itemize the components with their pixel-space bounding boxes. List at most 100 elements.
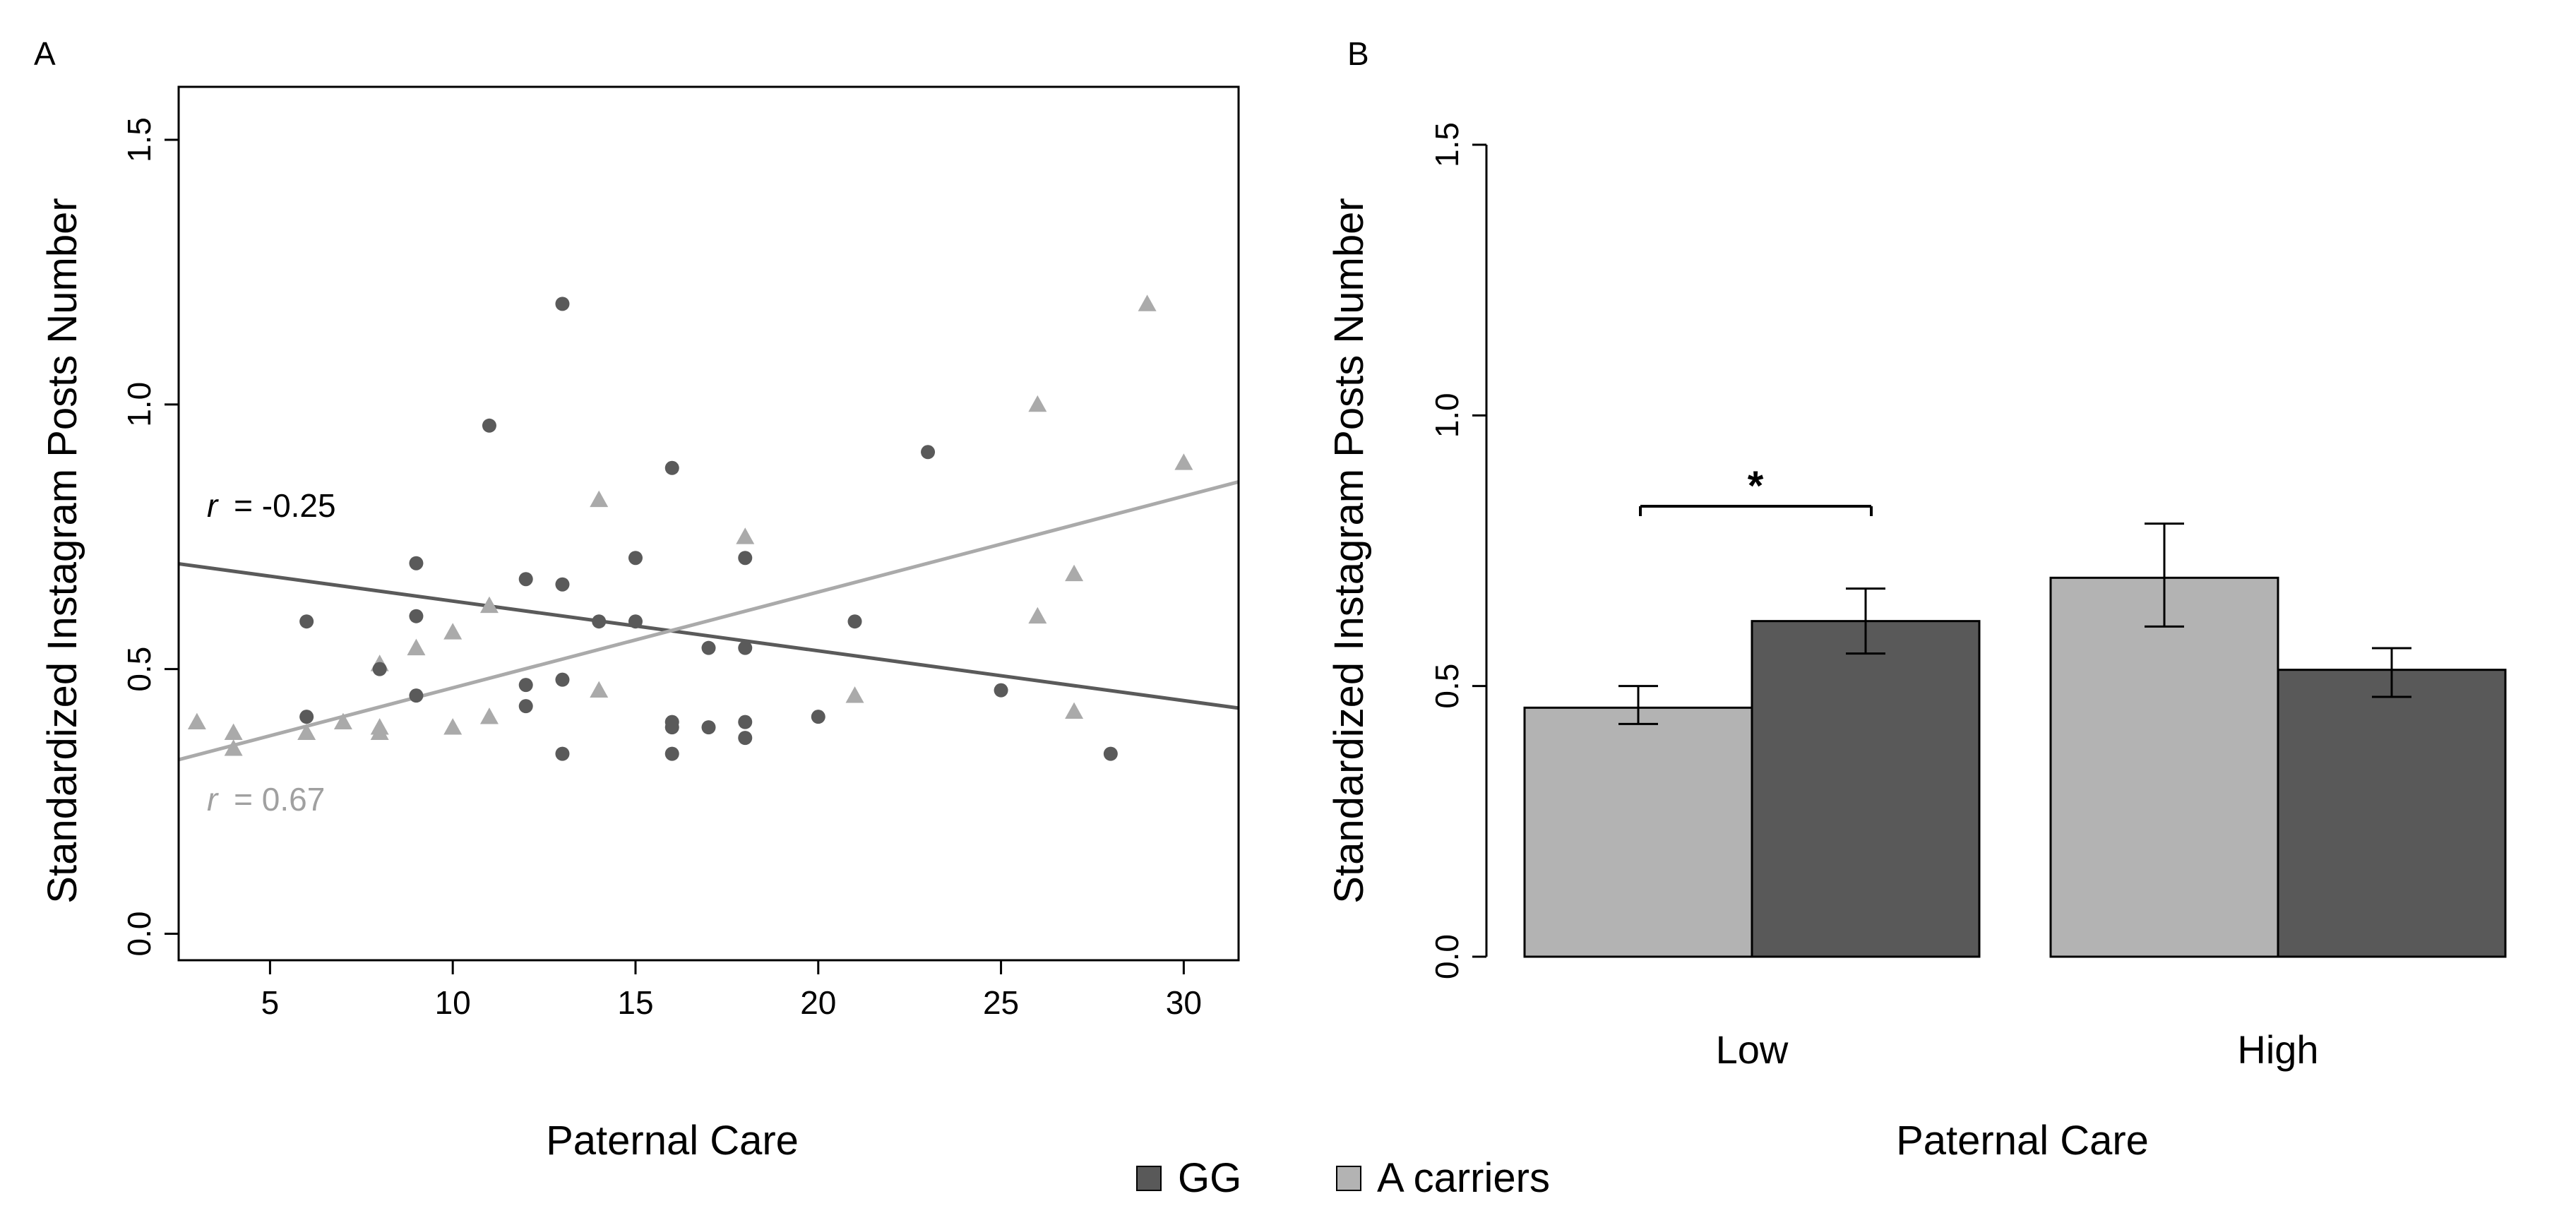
point-a-carriers <box>479 596 499 614</box>
bar-high-gg <box>2277 669 2507 958</box>
point-gg <box>555 746 570 761</box>
legend-swatch-gg <box>1136 1166 1162 1191</box>
bar-category-label: Low <box>1716 1027 1789 1072</box>
fit-line-gg <box>178 561 1239 710</box>
point-gg <box>518 699 533 714</box>
legend: GG A carriers <box>1136 1155 1550 1201</box>
legend-label-a-carriers: A carriers <box>1377 1155 1550 1201</box>
point-a-carriers <box>1174 453 1193 470</box>
point-a-carriers <box>1065 702 1084 719</box>
point-gg <box>555 672 570 687</box>
panel-a-label: A <box>34 35 56 72</box>
point-a-carriers <box>224 723 243 741</box>
point-gg <box>738 640 753 655</box>
a-carriers-r-label: r = 0.67 <box>207 781 325 818</box>
point-a-carriers <box>1028 606 1047 624</box>
panel-a: A 5 10 15 20 25 300.00.51.01.5 Paternal Care … <box>34 35 1240 1164</box>
point-a-carriers <box>443 718 463 735</box>
point-gg <box>592 614 607 629</box>
scatter-x-tick-label: 10 <box>435 984 471 1021</box>
point-a-carriers <box>590 681 609 698</box>
point-a-carriers <box>1065 564 1084 582</box>
scatter-x-tick-label: 5 <box>261 984 280 1021</box>
bar-category-label: High <box>2237 1027 2318 1072</box>
significance-star: * <box>1748 463 1764 509</box>
bar-y-tick-label: 0.5 <box>1429 664 1465 709</box>
point-gg <box>921 445 936 460</box>
gg-r-value: = -0.25 <box>234 487 336 524</box>
point-a-carriers <box>187 712 206 730</box>
scatter-x-tick-label: 20 <box>800 984 836 1021</box>
point-gg <box>628 614 643 629</box>
scatter-x-tick-label: 15 <box>617 984 653 1021</box>
bar-y-axis: 0.0 0.5 1.0 1.5 <box>1429 122 1488 979</box>
point-a-carriers <box>479 707 499 724</box>
bar-y-tick-label: 1.5 <box>1429 122 1465 167</box>
point-gg <box>555 297 570 311</box>
scatter-y-tick-label: 0.5 <box>121 647 157 692</box>
panel-b: B 0.0 0.5 1.0 1.5 * Low High Paternal Care S… <box>1326 35 2507 1164</box>
point-a-carriers <box>845 686 864 703</box>
point-gg <box>482 418 496 433</box>
point-a-carriers <box>370 723 389 741</box>
point-gg <box>811 710 825 724</box>
legend-swatch-a-carriers <box>1336 1166 1361 1191</box>
point-gg <box>664 715 679 729</box>
scatter-y-tick-label: 1.5 <box>121 117 157 162</box>
bar-low-gg <box>1751 620 1981 958</box>
point-gg <box>664 460 679 475</box>
point-gg <box>664 746 679 761</box>
point-gg <box>701 720 716 735</box>
panel-b-label: B <box>1347 35 1369 72</box>
error-bars <box>1618 522 2411 725</box>
point-gg <box>409 688 424 703</box>
point-gg <box>994 683 1008 698</box>
point-gg <box>738 731 753 746</box>
scatter-y-tick-label: 1.0 <box>121 382 157 427</box>
scatter-y-axis-title: Standardized Instagram Posts Number <box>40 198 85 903</box>
point-gg <box>372 662 387 676</box>
point-a-carriers <box>736 527 755 544</box>
a-carriers-r-value: = 0.67 <box>234 781 325 818</box>
point-gg <box>409 556 424 570</box>
point-gg <box>738 715 753 729</box>
significance-bracket: * <box>1639 463 1873 516</box>
scatter-x-tick-label: 30 <box>1166 984 1202 1021</box>
point-gg <box>1103 746 1118 761</box>
point-a-carriers <box>443 623 463 640</box>
bar-y-tick-label: 0.0 <box>1429 934 1465 979</box>
scatter-points <box>187 294 1193 761</box>
legend-label-gg: GG <box>1178 1155 1241 1201</box>
point-gg <box>409 609 424 623</box>
bar-x-axis-title: Paternal Care <box>1896 1118 2149 1164</box>
a-carriers-r-symbol: r <box>207 781 219 818</box>
point-a-carriers <box>224 739 243 756</box>
point-a-carriers <box>407 638 426 656</box>
point-gg <box>738 551 753 566</box>
ga-r-label: r = -0.25 <box>207 487 336 524</box>
point-gg <box>518 678 533 693</box>
point-gg <box>299 710 314 724</box>
point-a-carriers <box>1138 294 1157 311</box>
point-gg <box>701 640 716 655</box>
bar-low-a-carriers <box>1523 706 1753 958</box>
point-gg <box>299 614 314 629</box>
scatter-x-axis-title: Paternal Care <box>546 1118 799 1164</box>
scatter-grid-layer: 5 10 15 20 25 30 0.0 0.5 1.0 1.5 <box>121 117 1202 1021</box>
point-a-carriers <box>333 712 352 730</box>
point-gg <box>555 577 570 592</box>
point-a-carriers <box>590 490 609 508</box>
gg-r-symbol: r <box>207 487 219 524</box>
fit-lines <box>178 480 1239 762</box>
point-a-carriers <box>297 723 316 741</box>
point-gg <box>518 572 533 587</box>
bar-high-a-carriers <box>2049 576 2279 958</box>
point-gg <box>847 614 862 629</box>
scatter-x-tick-label: 25 <box>983 984 1019 1021</box>
point-a-carriers <box>1028 395 1047 412</box>
bar-y-tick-label: 1.0 <box>1429 393 1465 438</box>
bar-category-labels: Low High <box>1716 1027 2319 1072</box>
fit-line-a-carriers <box>178 480 1239 762</box>
scatter-plot-frame <box>177 85 1240 962</box>
